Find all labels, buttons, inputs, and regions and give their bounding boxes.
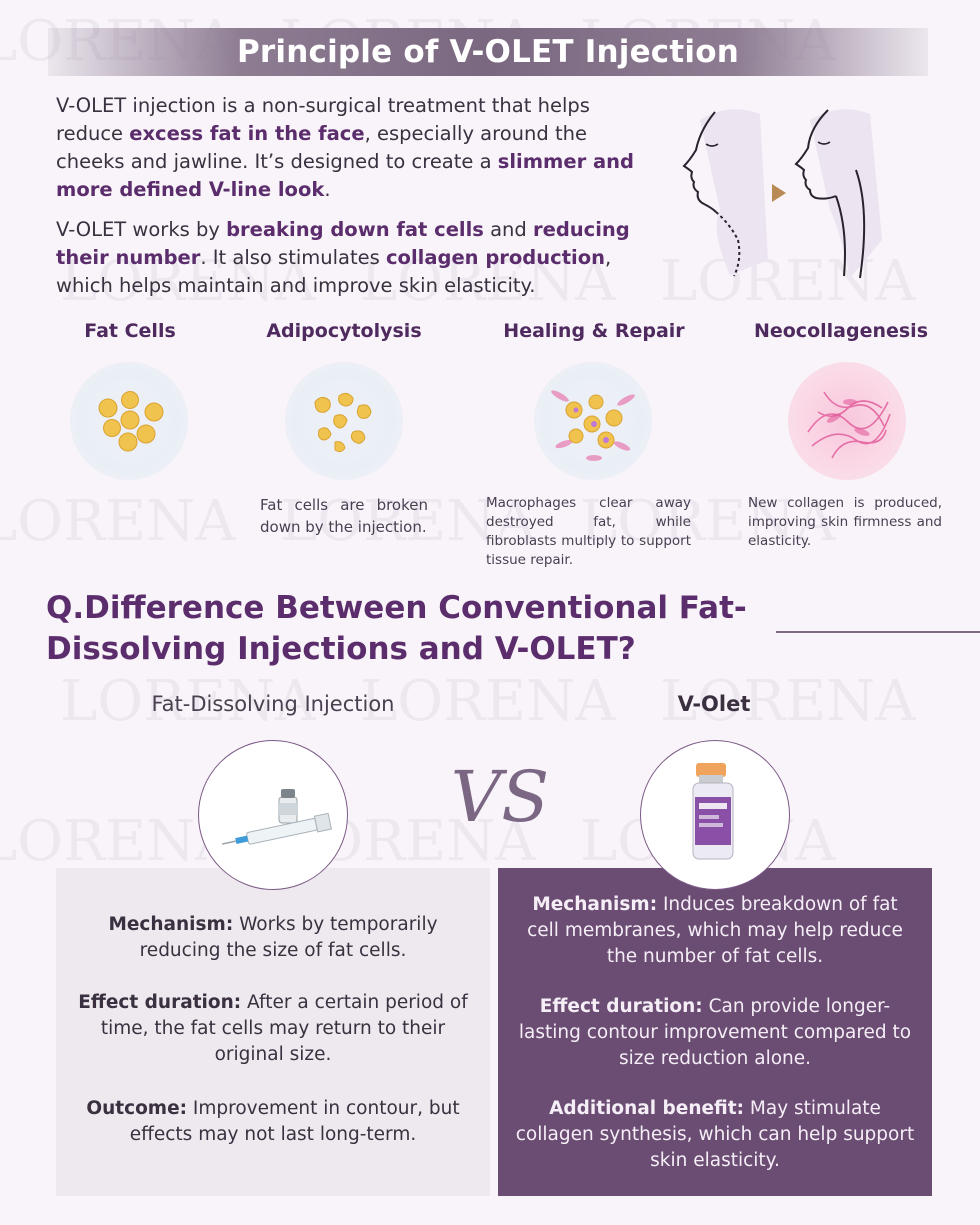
- right-effect-label: Effect duration:: [539, 996, 703, 1017]
- healing-repair-illustration: [534, 362, 652, 480]
- intro-highlight: slimmer and more defined V-line look: [56, 150, 634, 201]
- left-mechanism: Mechanism: Works by temporarily reducing…: [73, 912, 473, 964]
- left-outcome-text: Improvement in contour, but effects may …: [129, 1098, 460, 1145]
- neocollagenesis-illustration: [788, 362, 906, 480]
- intro-text-span: . It also stimulates: [200, 246, 386, 269]
- intro-paragraph-2: V-OLET works by breaking down fat cells …: [56, 216, 636, 300]
- left-column-heading: Fat-Dissolving Injection: [151, 692, 395, 716]
- heading-divider-line: [776, 631, 980, 633]
- fat-dissolving-panel: Mechanism: Works by temporarily reducing…: [56, 868, 490, 1196]
- v-olet-panel: Mechanism: Induces breakdown of fat cell…: [498, 868, 932, 1196]
- right-benefit-text: May stimulate collagen synthesis, which …: [515, 1098, 915, 1171]
- intro-text: V-OLET injection is a non-surgical treat…: [56, 92, 636, 312]
- intro-highlight: breaking down fat cells: [226, 218, 484, 241]
- vs-mark: VS: [451, 756, 550, 835]
- stage-title-neocollagenesis: Neocollagenesis: [753, 320, 929, 342]
- left-mechanism-label: Mechanism:: [108, 914, 234, 935]
- stage-title-healing-repair: Healing & Repair: [503, 320, 685, 342]
- page-title: Principle of V-OLET Injection: [237, 34, 739, 70]
- intro-text-span: V-OLET works by: [56, 218, 227, 241]
- intro-highlight: collagen production: [386, 246, 605, 269]
- face-profiles-illustration: [682, 109, 882, 279]
- left-outcome-label: Outcome:: [86, 1098, 188, 1119]
- intro-text-span: .: [324, 178, 331, 201]
- adipocytolysis-illustration: [285, 362, 403, 480]
- fat-cells-illustration: [70, 362, 188, 480]
- right-mechanism-text: Induces breakdown of fat cell membranes,…: [527, 894, 903, 967]
- stage-title-fat-cells: Fat Cells: [84, 320, 176, 342]
- intro-highlight: excess fat in the face: [129, 122, 365, 145]
- right-column-heading: V-Olet: [677, 692, 751, 716]
- watermark-text: LORENA: [0, 489, 236, 554]
- right-additional-benefit: Additional benefit: May stimulate collag…: [515, 1096, 915, 1174]
- stage-desc-adipocytolysis: Fat cells are broken down by the injecti…: [260, 496, 428, 536]
- syringe-vial-image: [198, 740, 348, 890]
- stage-desc-healing-repair: Macrophages clear away destroyed fat, wh…: [486, 495, 691, 568]
- intro-text-span: , which helps maintain and improve skin …: [56, 246, 612, 297]
- intro-text-span: and: [483, 218, 533, 241]
- left-effect-text: After a certain period of time, the fat …: [100, 992, 468, 1065]
- v-olet-vial-image: [640, 740, 790, 890]
- right-effect-duration: Effect duration: Can provide longer-last…: [515, 994, 915, 1072]
- stage-desc-neocollagenesis: New collagen is produced, improving skin…: [748, 495, 942, 549]
- intro-text-span: V-OLET injection is a non-surgical treat…: [56, 94, 590, 145]
- stage-title-adipocytolysis: Adipocytolysis: [266, 320, 422, 342]
- right-mechanism: Mechanism: Induces breakdown of fat cell…: [515, 892, 915, 970]
- intro-paragraph-1: V-OLET injection is a non-surgical treat…: [56, 92, 636, 204]
- intro-highlight: reducing their number: [56, 218, 630, 269]
- title-banner: Principle of V-OLET Injection: [48, 28, 928, 76]
- left-effect-label: Effect duration:: [78, 992, 242, 1013]
- left-outcome: Outcome: Improvement in contour, but eff…: [73, 1096, 473, 1148]
- left-mechanism-text: Works by temporarily reducing the size o…: [139, 914, 438, 961]
- right-effect-text: Can provide longer-lasting contour impro…: [518, 996, 912, 1069]
- comparison-heading: Q.Difference Between Conventional Fat-Di…: [46, 590, 747, 667]
- right-benefit-label: Additional benefit:: [549, 1098, 745, 1119]
- left-effect-duration: Effect duration: After a certain period …: [73, 990, 473, 1068]
- intro-text-span: , especially around the cheeks and jawli…: [56, 122, 587, 173]
- right-mechanism-label: Mechanism:: [532, 894, 658, 915]
- vs-text: VS: [451, 756, 550, 835]
